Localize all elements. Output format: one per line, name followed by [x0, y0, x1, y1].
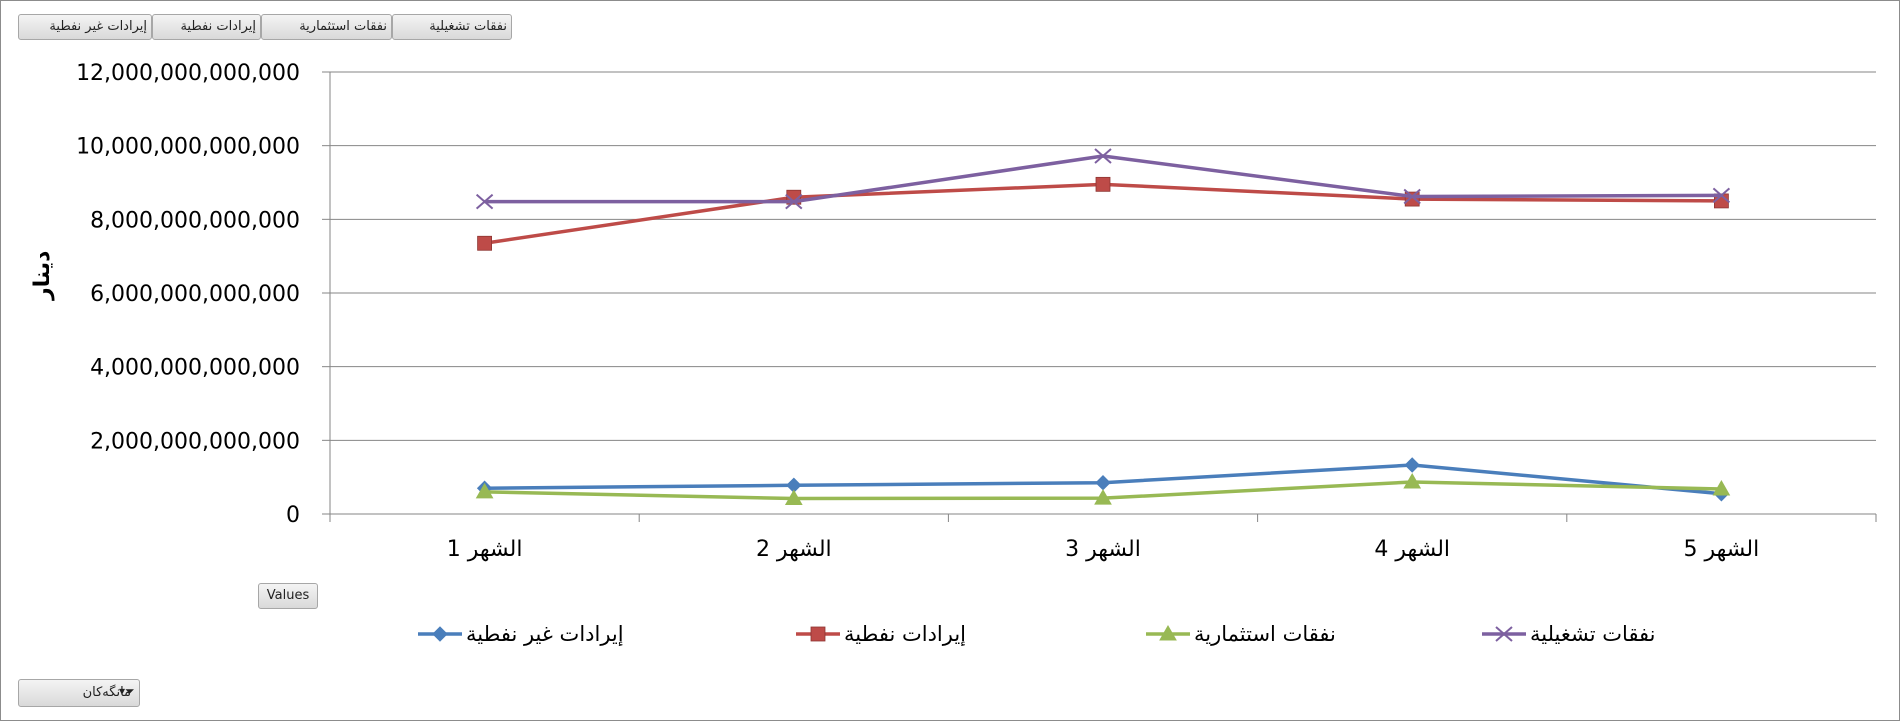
- y-tick-label: 8,000,000,000,000: [90, 208, 300, 233]
- data-point: [1094, 148, 1112, 164]
- y-tick-label: 10,000,000,000,000: [76, 135, 300, 160]
- month-filter-label: مانگەکان: [82, 685, 131, 700]
- field-button-oil-revenues[interactable]: إيرادات نفطية: [152, 14, 261, 40]
- data-point: [475, 193, 494, 210]
- x-tick-label: الشهر 3: [1065, 537, 1141, 562]
- data-point: [1712, 187, 1731, 204]
- y-tick-label: 6,000,000,000,000: [90, 282, 300, 307]
- data-point: [1095, 474, 1111, 491]
- values-field-button[interactable]: Values: [258, 583, 318, 609]
- data-point: [785, 193, 803, 210]
- data-point: [1404, 457, 1420, 473]
- x-tick-label: الشهر 1: [447, 537, 523, 562]
- data-point: [1403, 188, 1421, 205]
- legend-label: إيرادات نفطية: [844, 622, 966, 647]
- data-point: [477, 235, 493, 251]
- legend-marker: [432, 626, 448, 642]
- legend-label: إيرادات غير نفطية: [466, 622, 624, 647]
- field-button-non-oil-revenues[interactable]: إيرادات غير نفطية: [18, 14, 152, 40]
- data-point: [1403, 472, 1422, 489]
- legend-label: نفقات تشغيلية: [1530, 622, 1656, 646]
- legend-label: نفقات استثمارية: [1194, 622, 1336, 646]
- y-tick-label: 2,000,000,000,000: [90, 429, 300, 454]
- x-tick-label: الشهر 4: [1374, 537, 1450, 562]
- legend-marker: [810, 626, 826, 642]
- y-tick-label: 0: [286, 503, 300, 528]
- series-line: [484, 182, 1722, 246]
- legend-marker: [1159, 624, 1177, 641]
- data-point: [784, 489, 803, 506]
- x-tick-label: الشهر 2: [756, 537, 832, 562]
- x-tick-label: الشهر 5: [1684, 537, 1760, 562]
- field-button-operating-expenses[interactable]: نفقات تشغيلية: [392, 14, 512, 40]
- y-tick-label: 4,000,000,000,000: [90, 356, 300, 381]
- data-point: [1712, 479, 1731, 496]
- month-filter-button[interactable]: مانگەکان ▾⏷: [18, 679, 140, 707]
- y-tick-label: 12,000,000,000,000: [76, 61, 300, 86]
- data-point: [475, 482, 494, 499]
- legend-marker: [1495, 626, 1513, 642]
- field-button-investment-expenses[interactable]: نفقات استثمارية: [261, 14, 392, 40]
- filter-dropdown-icon: ▾⏷: [119, 684, 135, 698]
- data-point: [1094, 489, 1112, 505]
- data-point: [1095, 176, 1111, 192]
